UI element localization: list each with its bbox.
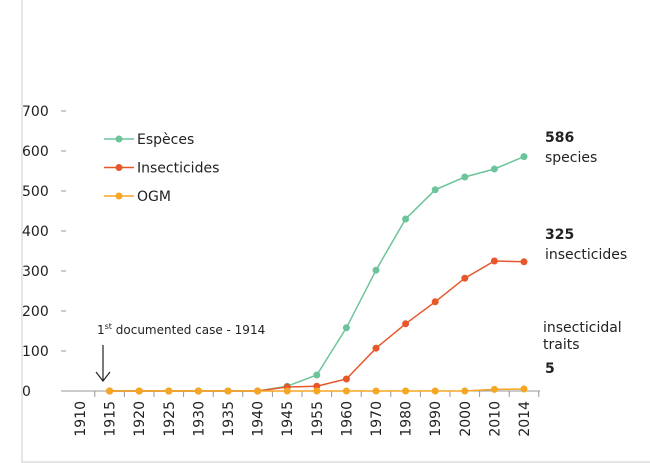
y-tick-label: 100 bbox=[22, 344, 49, 360]
x-tick-label: 1980 bbox=[399, 401, 415, 437]
note-part: st bbox=[105, 322, 112, 331]
annotation-text: insecticides bbox=[545, 247, 627, 263]
x-tick-label: 1930 bbox=[191, 401, 207, 437]
data-point bbox=[372, 266, 380, 274]
legend-label: Espèces bbox=[137, 132, 194, 148]
x-tick-label: 2014 bbox=[517, 401, 533, 437]
data-point bbox=[342, 387, 350, 395]
annotations: 586 species 325 insecticides insecticida… bbox=[543, 130, 627, 377]
data-point bbox=[313, 387, 321, 395]
data-point bbox=[490, 257, 498, 265]
y-tick-label: 400 bbox=[22, 224, 49, 240]
y-tick-label: 300 bbox=[22, 264, 49, 280]
legend-marker bbox=[115, 164, 123, 171]
data-point bbox=[461, 387, 469, 395]
data-point bbox=[372, 387, 380, 395]
annotation-text: insecticidal traits bbox=[543, 320, 622, 353]
y-tick-label: 500 bbox=[22, 184, 49, 200]
annotation-text: species bbox=[545, 150, 597, 166]
x-tick-label: 1935 bbox=[221, 401, 237, 437]
data-point bbox=[342, 375, 350, 383]
legend-label: OGM bbox=[137, 189, 171, 205]
data-point bbox=[520, 258, 528, 266]
legend-marker bbox=[115, 192, 123, 200]
y-tick-label: 0 bbox=[22, 384, 31, 400]
annotation-value: 586 bbox=[545, 130, 574, 146]
data-point bbox=[106, 387, 114, 395]
data-point bbox=[254, 387, 262, 395]
x-tick-label: 1940 bbox=[251, 401, 267, 437]
data-point bbox=[224, 387, 232, 395]
data-point bbox=[313, 382, 321, 390]
data-point bbox=[431, 186, 439, 194]
data-point bbox=[402, 387, 410, 395]
data-point bbox=[520, 153, 528, 161]
x-tick-label: 1960 bbox=[339, 401, 355, 437]
note-arrow bbox=[95, 345, 111, 382]
x-tick-label: 1910 bbox=[73, 401, 89, 437]
note: 1st documented case - 1914 bbox=[97, 322, 265, 337]
y-tick-label: 600 bbox=[22, 144, 49, 160]
data-point bbox=[402, 320, 410, 328]
x-tick-label: 1915 bbox=[103, 401, 119, 437]
x-tick-label: 1990 bbox=[428, 401, 444, 437]
data-point bbox=[283, 387, 291, 395]
annotation-wrap: insecticidal traits bbox=[543, 320, 622, 353]
note-part: 1 bbox=[97, 323, 105, 337]
x-tick-label: 1945 bbox=[280, 401, 296, 437]
data-point bbox=[372, 344, 380, 352]
x-tick-label: 1955 bbox=[310, 401, 326, 437]
data-point bbox=[194, 387, 202, 395]
x-tick-label: 2010 bbox=[487, 401, 503, 437]
y-tick-label: 700 bbox=[22, 104, 49, 120]
annotation-value: 5 bbox=[545, 361, 555, 377]
data-point bbox=[490, 385, 498, 393]
data-point bbox=[313, 371, 321, 379]
series-line bbox=[109, 155, 525, 392]
annotation-value: 325 bbox=[545, 227, 574, 243]
data-point bbox=[342, 324, 350, 332]
note-part: documented case - 1914 bbox=[112, 323, 265, 337]
x-tick-label: 1925 bbox=[162, 401, 178, 437]
data-point bbox=[135, 387, 143, 395]
data-point bbox=[461, 173, 469, 181]
x-tick-label: 2000 bbox=[458, 401, 474, 437]
x-tick-label: 1920 bbox=[132, 401, 148, 437]
y-tick-label: 200 bbox=[22, 304, 49, 320]
data-point bbox=[402, 215, 410, 223]
data-point bbox=[490, 165, 498, 173]
legend-marker bbox=[115, 135, 123, 143]
data-point bbox=[431, 387, 439, 395]
x-tick-label: 1970 bbox=[369, 401, 385, 437]
data-point bbox=[431, 298, 439, 306]
data-point bbox=[165, 387, 173, 395]
data-point bbox=[461, 274, 469, 282]
data-point bbox=[520, 385, 528, 393]
legend-label: Insecticides bbox=[137, 161, 219, 177]
